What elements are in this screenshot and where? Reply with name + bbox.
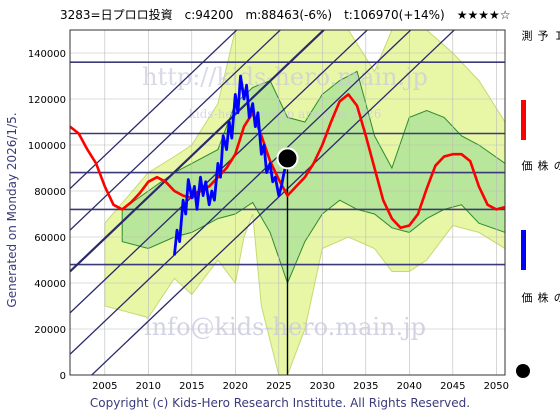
y-tick-label: 40000	[34, 279, 66, 290]
legend-label: 過去の株価	[520, 160, 560, 171]
x-tick-label: 2050	[484, 381, 509, 392]
x-tick-label: 2015	[179, 381, 204, 392]
x-tick-label: 2025	[266, 381, 291, 392]
x-tick-label: 2030	[310, 381, 335, 392]
mean-price: m:88463(-6%)	[245, 8, 333, 22]
plot-clipped: http://kids-hero.main.jpkids-hero.main.j…	[70, 30, 505, 375]
prediction-series	[70, 93, 505, 230]
ticker-name: 3283=日プロロ投資	[60, 8, 173, 22]
legend-label: 最新の株価	[520, 292, 560, 303]
legend-line-icon	[521, 230, 526, 270]
channel-line	[70, 30, 326, 273]
x-tick-label: 2040	[397, 381, 422, 392]
legend-line-icon	[521, 100, 526, 140]
x-tick-label: 2035	[353, 381, 378, 392]
latest-price-dot	[276, 147, 299, 170]
history-series	[173, 74, 289, 256]
watermark-bottom: info@kids-hero.main.jp	[144, 313, 426, 341]
x-tick-label: 2045	[440, 381, 465, 392]
legend: ＡＩ予測過去の株価最新の株価	[512, 30, 560, 380]
current-price: c:94200	[184, 8, 234, 22]
plot-frame	[69, 29, 506, 376]
y-tick-label: 140000	[28, 49, 66, 60]
channel-line	[70, 30, 412, 355]
chart-header: 3283=日プロロ投資 c:94200 m:88463(-6%) t:106970(+…	[60, 6, 523, 23]
x-tick-label: 2005	[92, 381, 117, 392]
y-tick-label: 120000	[28, 95, 66, 106]
legend-label: ＡＩ予測	[520, 30, 560, 41]
y-tick-label: 0	[60, 371, 66, 382]
channel-line	[70, 30, 369, 314]
x-tick-label: 2010	[136, 381, 161, 392]
copyright-footer: Copyright (c) Kids-Hero Research Institu…	[89, 396, 471, 410]
channel-line	[70, 30, 282, 231]
y-tick-label: 20000	[34, 325, 66, 336]
channel-line	[70, 30, 238, 190]
x-tick-label: 2020	[223, 381, 248, 392]
y-tick-label: 60000	[34, 233, 66, 244]
legend-dot-icon	[516, 364, 530, 378]
target-price: t:106970(+14%)	[344, 8, 445, 22]
y-tick-label: 100000	[28, 141, 66, 152]
y-tick-label: 80000	[34, 187, 66, 198]
rating-stars: ★★★★☆	[456, 8, 511, 22]
